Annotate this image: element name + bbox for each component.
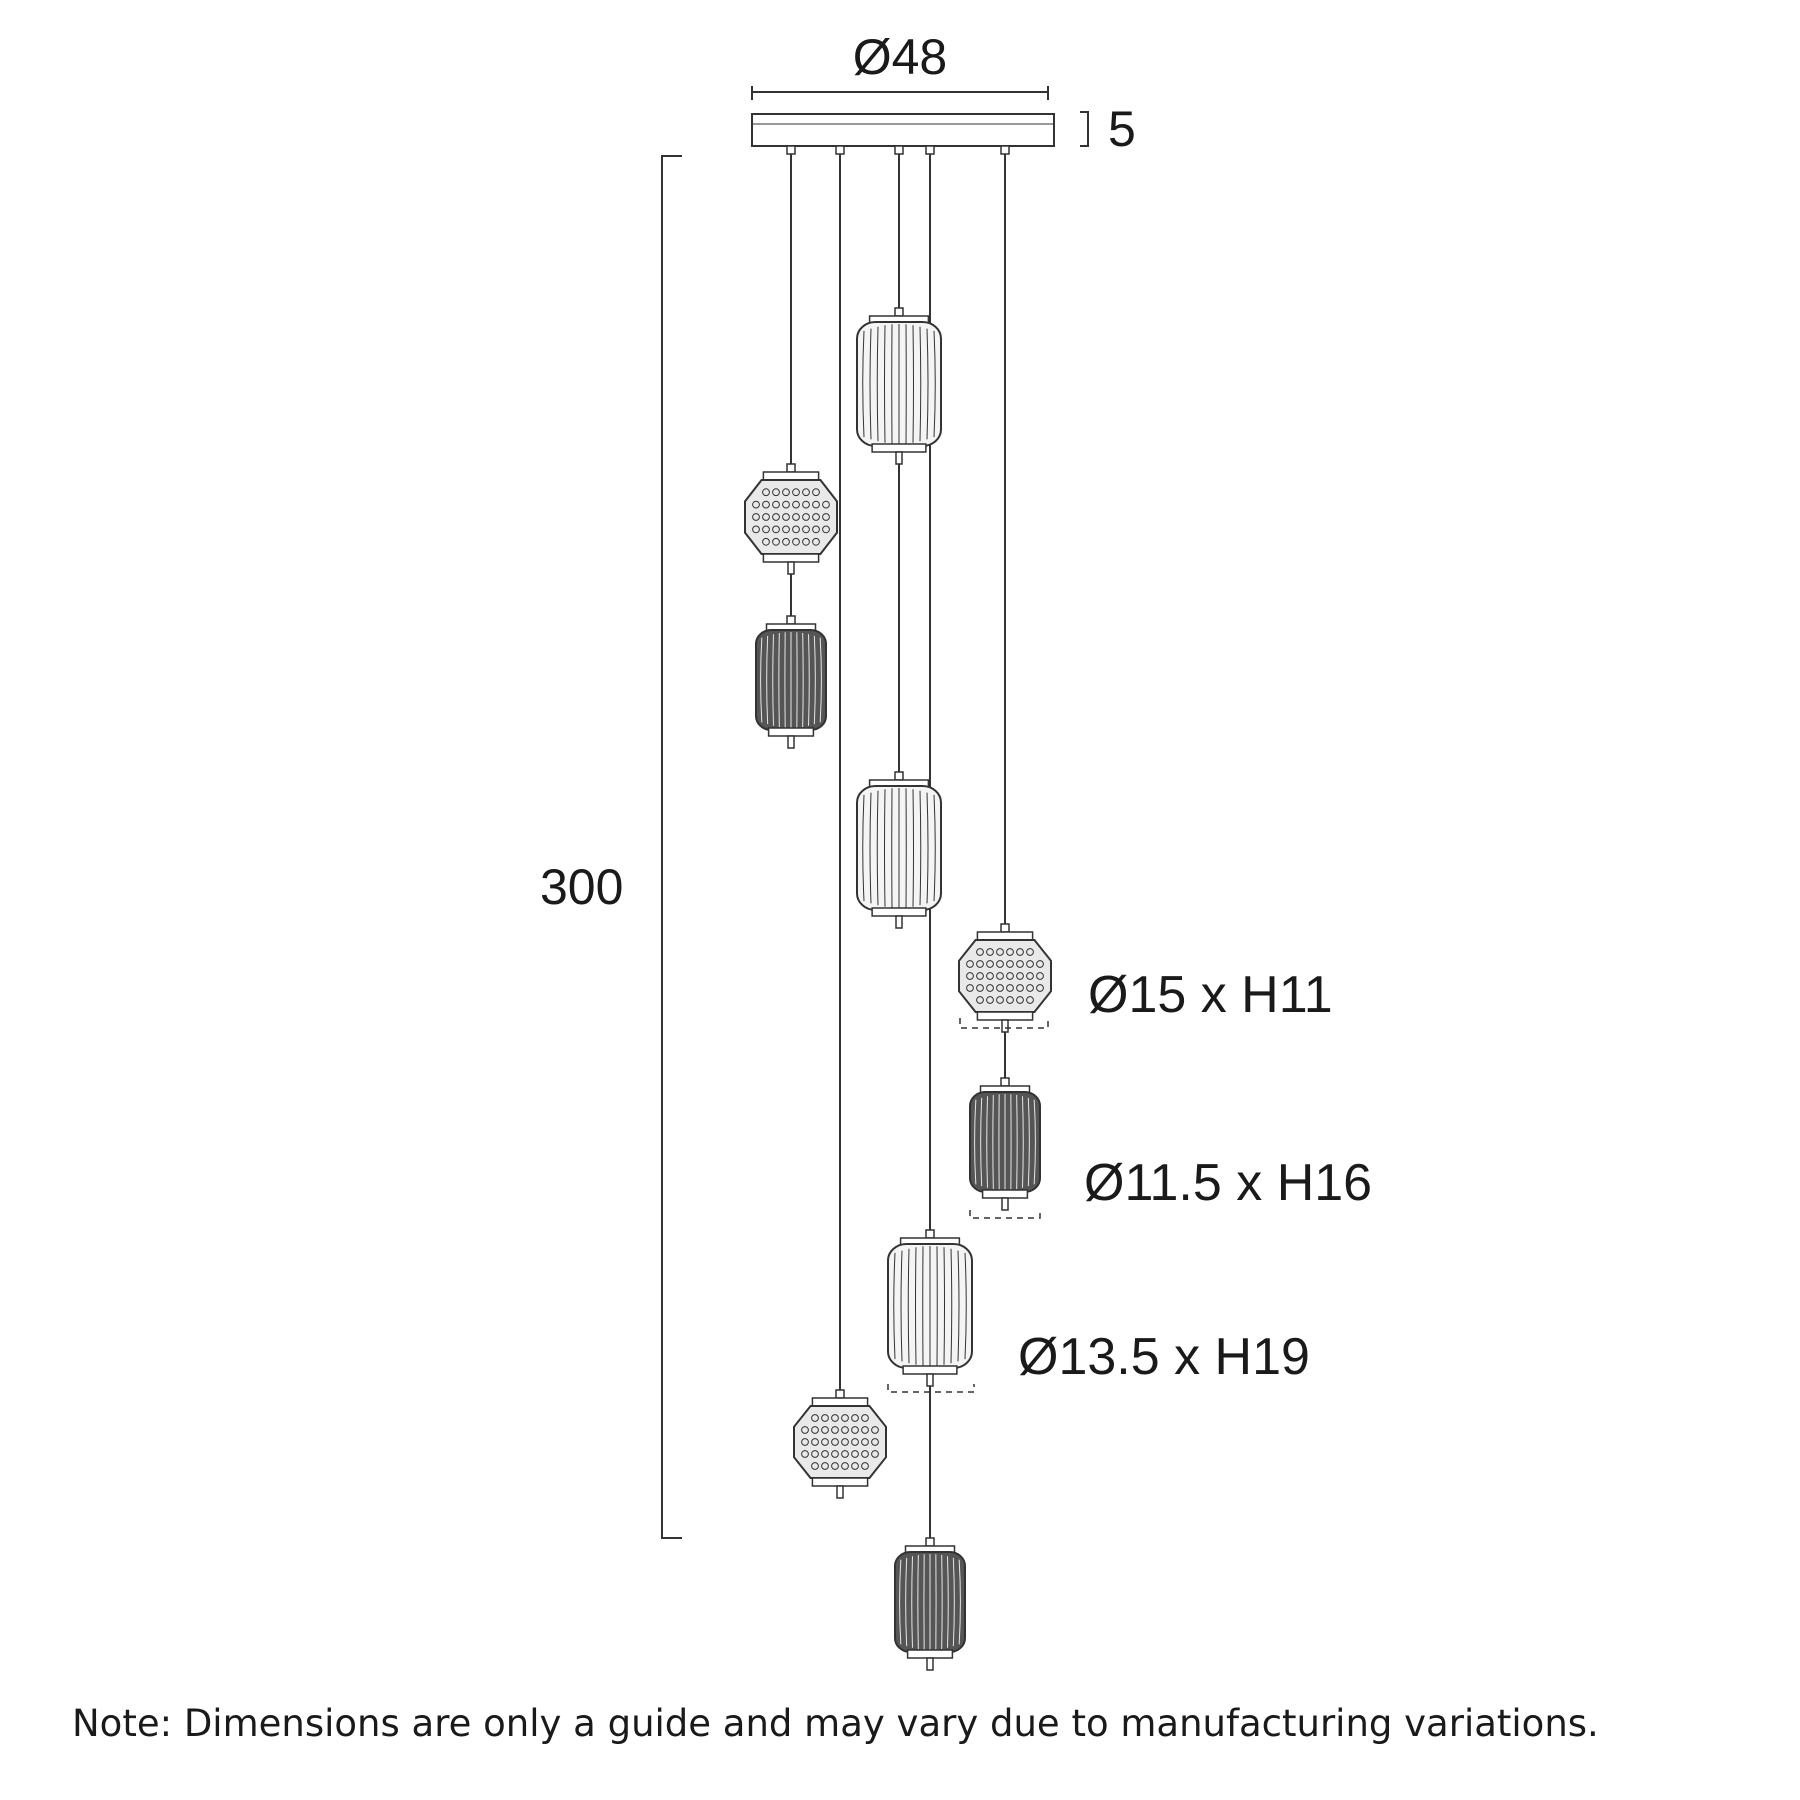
geometric-shade-size-label: Ø15 x H11 (1088, 966, 1333, 1024)
dimension-note: Note: Dimensions are only a guide and ma… (72, 1702, 1599, 1745)
geometric-shade-upper-left (744, 463, 838, 575)
size-callout-brackets (887, 1018, 1049, 1393)
overall-drop-label: 300 (540, 859, 623, 915)
geometric-shade-lower-left (793, 1389, 887, 1499)
large-shade-lower (887, 1229, 973, 1387)
small-shade-left (755, 615, 827, 749)
ceiling-canopy (751, 113, 1055, 155)
large-shade-top-center (856, 307, 942, 465)
small-shade-bottom (894, 1537, 966, 1671)
canopy-height-dimension: 5 (1080, 101, 1136, 157)
small-shade-right (969, 1077, 1041, 1211)
pendant-shades (744, 307, 1052, 1671)
canopy-height-label: 5 (1108, 101, 1136, 157)
small-shade-size-label: Ø11.5 x H16 (1084, 1154, 1372, 1212)
large-shade-size-label: Ø13.5 x H19 (1018, 1328, 1310, 1386)
overall-drop-dimension: 300 (540, 155, 682, 1539)
large-shade-middle-center (856, 771, 942, 929)
canopy-diameter-dimension: Ø48 (751, 29, 1049, 100)
canopy-diameter-label: Ø48 (853, 29, 948, 85)
geometric-shade-right (958, 923, 1052, 1033)
